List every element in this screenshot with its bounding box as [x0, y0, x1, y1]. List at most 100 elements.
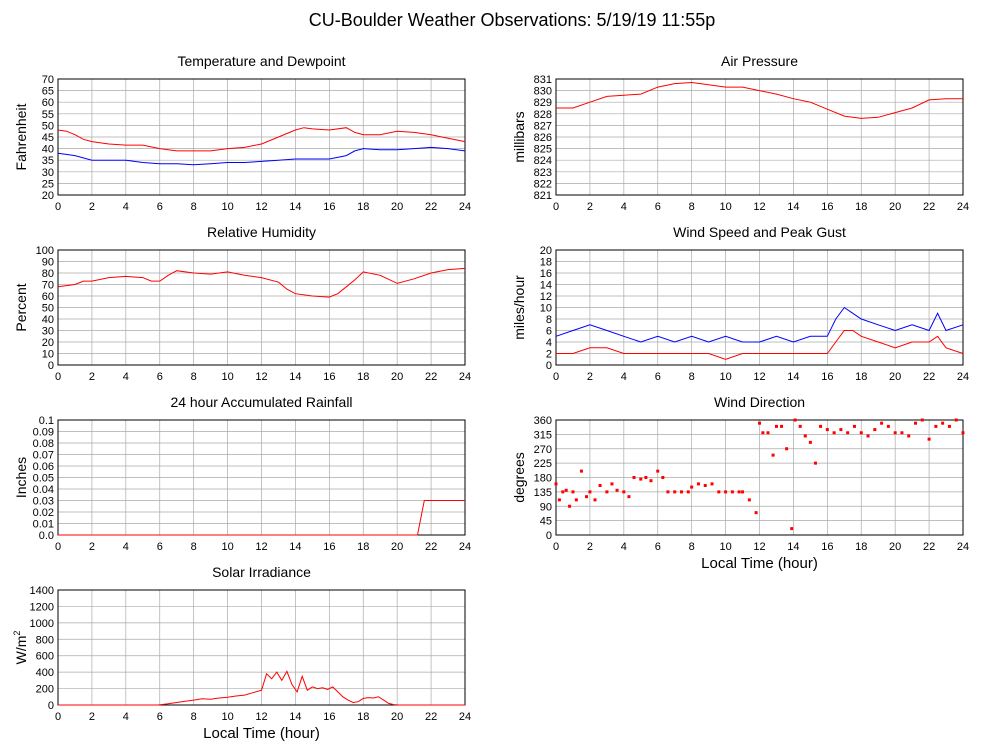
y-tick-label: 10: [540, 303, 552, 315]
y-tick-label: 40: [42, 144, 54, 156]
data-point: [639, 477, 643, 481]
data-point: [832, 431, 836, 435]
x-tick-label: 4: [621, 201, 627, 213]
series-line: [555, 306, 964, 343]
x-tick-label: 22: [923, 541, 935, 553]
y-tick-label: 90: [540, 501, 552, 513]
plot-frame: [57, 78, 466, 196]
y-tick-label: 600: [36, 651, 54, 663]
x-tick-label: 10: [221, 711, 233, 723]
data-point: [615, 488, 619, 492]
data-point: [557, 498, 561, 502]
chart-title: 24 hour Accumulated Rainfall: [170, 394, 352, 410]
x-tick-label: 20: [889, 201, 901, 213]
data-point: [571, 490, 575, 494]
x-tick-label: 16: [821, 541, 833, 553]
x-tick-label: 4: [621, 371, 627, 383]
x-tick-label: 6: [157, 201, 163, 213]
x-tick-label: 6: [655, 371, 661, 383]
x-tick-label: 20: [889, 371, 901, 383]
y-tick-label: 200: [36, 684, 54, 696]
x-tick-label: 16: [323, 711, 335, 723]
data-point: [690, 485, 694, 489]
data-point: [961, 431, 965, 435]
data-point: [907, 434, 911, 438]
data-point: [649, 479, 653, 483]
x-tick-label: 6: [157, 711, 163, 723]
data-point: [554, 482, 558, 486]
x-tick-label: 6: [157, 541, 163, 553]
x-tick-label: 10: [719, 371, 731, 383]
x-tick-label: 18: [357, 541, 369, 553]
y-tick-label: 0.08: [33, 438, 54, 450]
y-tick-label: 0.09: [33, 427, 54, 439]
x-tick-label: 8: [191, 371, 197, 383]
x-tick-label: 2: [89, 371, 95, 383]
plot-frame: [555, 78, 964, 196]
y-tick-label: 830: [534, 86, 552, 98]
data-point: [914, 421, 918, 425]
y-axis-label: miles/hour: [511, 275, 527, 340]
x-tick-label: 2: [587, 541, 593, 553]
x-tick-label: 14: [289, 371, 301, 383]
x-axis-label: Local Time (hour): [203, 725, 320, 742]
x-tick-label: 2: [587, 201, 593, 213]
y-tick-label: 30: [42, 167, 54, 179]
x-tick-label: 8: [689, 201, 695, 213]
x-tick-label: 12: [753, 201, 765, 213]
x-tick-label: 24: [459, 541, 471, 553]
y-tick-label: 0: [48, 700, 54, 712]
y-tick-label: 400: [36, 667, 54, 679]
data-point: [758, 421, 761, 425]
data-point: [656, 469, 660, 473]
plot-frame: [555, 249, 964, 366]
y-tick-label: 16: [540, 268, 552, 280]
y-tick-label: 0.1: [39, 415, 54, 427]
chart-title: Relative Humidity: [207, 224, 316, 240]
x-tick-label: 16: [323, 201, 335, 213]
data-point: [813, 461, 817, 465]
data-point: [880, 421, 884, 425]
series-line: [57, 267, 466, 298]
y-axis-label: W/m2: [12, 631, 29, 665]
x-tick-label: 14: [289, 541, 301, 553]
data-point: [934, 424, 938, 428]
y-axis-label: millibars: [511, 111, 527, 162]
x-tick-label: 24: [459, 371, 471, 383]
data-point: [793, 418, 797, 422]
data-point: [947, 424, 951, 428]
y-tick-label: 30: [42, 326, 54, 338]
x-tick-label: 22: [425, 711, 437, 723]
page-title: CU-Boulder Weather Observations: 5/19/19…: [309, 10, 716, 30]
y-tick-label: 2: [546, 349, 552, 361]
plot-frame: [57, 249, 466, 366]
data-point: [920, 418, 924, 422]
y-tick-label: 270: [534, 444, 552, 456]
y-tick-label: 45: [42, 132, 54, 144]
data-point: [785, 447, 789, 451]
x-tick-label: 22: [923, 371, 935, 383]
y-tick-label: 822: [534, 178, 552, 190]
y-tick-label: 0.05: [33, 473, 54, 485]
x-tick-label: 0: [55, 201, 61, 213]
data-point: [741, 490, 745, 494]
x-axis-label: Local Time (hour): [701, 555, 818, 572]
y-tick-label: 0: [546, 530, 552, 542]
x-tick-label: 10: [719, 201, 731, 213]
series-line: [58, 670, 465, 706]
data-point: [588, 490, 592, 494]
data-point: [605, 490, 609, 494]
y-tick-label: 20: [42, 190, 54, 202]
y-axis-label: Fahrenheit: [13, 103, 29, 170]
x-tick-label: 6: [655, 541, 661, 553]
data-point: [846, 431, 850, 435]
data-point: [568, 504, 572, 508]
data-point: [825, 428, 829, 432]
data-point: [644, 476, 648, 479]
x-tick-label: 6: [157, 371, 163, 383]
